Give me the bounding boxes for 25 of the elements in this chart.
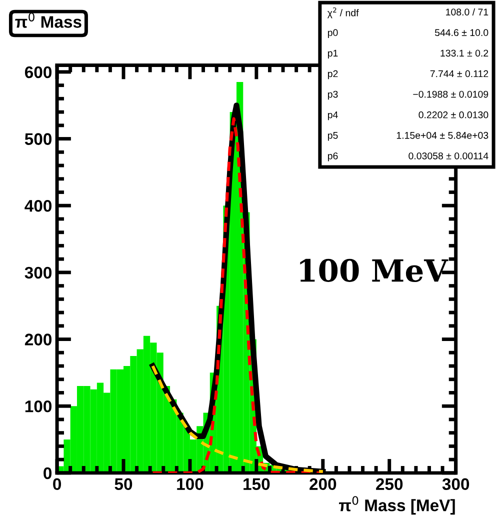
x-tick-label: 250 [376,478,403,490]
y-tick-label: 600 [24,66,52,78]
y-tick-label: 300 [24,266,52,279]
text: p3 −0.1988 ± 0.0109 [328,90,488,100]
text: χ$^{2}$ / ndf 108.0 / 71 [327,7,488,18]
y-tick-label: 0 [44,467,52,480]
y-tick-label: 200 [24,334,52,346]
y-tick-label: 100 [25,400,52,412]
chart-title: π$^{0}$ Mass [15,12,82,28]
x-tick-label: 100 [177,478,204,490]
y-tick-label: 500 [24,133,52,145]
x-tick-label: 150 [244,478,270,490]
x-tick-label: 50 [114,478,132,490]
x-tick-label: 0 [53,478,61,490]
text: p0 544.6 ± 10.0 [328,29,488,38]
text: p1 133.1 ± 0.2 [328,50,488,59]
x-axis-title: π$^{0}$ Mass [MeV] [339,496,455,515]
x-tick-label: 200 [310,478,336,490]
y-tick-label: 400 [24,200,52,212]
annotation: 100 MeV [300,258,448,282]
text: p5 1.15e+04 ± 5.84e+03 [328,132,488,141]
text: p2 7.744 ± 0.112 [328,70,488,80]
x-tick-label: 300 [442,478,470,490]
text: p4 0.2202 ± 0.0130 [328,111,488,120]
text: p6 0.03058 ± 0.00114 [328,152,488,162]
